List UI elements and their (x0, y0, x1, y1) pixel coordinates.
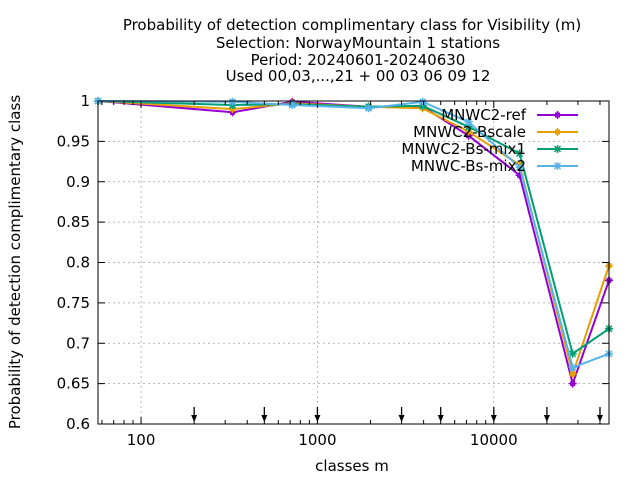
data-point (516, 149, 524, 158)
series-line (97, 100, 610, 369)
y-tick-label: 0.65 (57, 375, 90, 393)
threshold-arrow-head (596, 415, 603, 422)
title-line-2: Selection: NorwayMountain 1 stations (216, 34, 500, 52)
title-line-4: Used 00,03,...,21 + 00 03 06 09 12 (226, 67, 491, 85)
data-point (419, 98, 427, 106)
data-point (288, 101, 296, 109)
y-tick-label: 0.7 (66, 334, 90, 352)
grid (98, 101, 609, 424)
legend: MNWC2-refMNWC2-BscaleMNWC2-Bs-mix1MNWC-B… (401, 106, 578, 175)
data-point (466, 129, 472, 135)
threshold-arrow-head (543, 415, 550, 422)
legend-marker (555, 129, 560, 135)
threshold-arrows (191, 407, 603, 422)
axis-ticks: 0.6 0.65 0.7 0.75 0.8 0.85 0.9 0.95 1 100 1000 1000… (57, 92, 609, 449)
series-layer (94, 97, 613, 388)
data-point (570, 381, 576, 387)
x-tick-label: 10000 (470, 431, 518, 449)
chart-title: Probability of detection complimentary c… (123, 16, 581, 85)
legend-marker (553, 145, 562, 153)
data-point (228, 98, 237, 106)
y-tick-label: 0.75 (57, 294, 90, 312)
legend-label: MNWC2-Bscale (413, 123, 526, 141)
x-axis-label: classes m (315, 457, 389, 475)
data-point (517, 172, 523, 178)
y-axis-label: Probability of detection complimentary c… (6, 95, 24, 429)
series-line (97, 100, 610, 378)
series-line (97, 100, 610, 388)
data-point (570, 371, 576, 377)
y-tick-label: 1 (80, 92, 90, 110)
x-tick-label: 100 (127, 431, 156, 449)
data-point (465, 118, 473, 126)
y-tick-label: 0.95 (57, 132, 90, 150)
data-point (569, 363, 577, 372)
threshold-arrow-head (261, 415, 268, 422)
legend-marker (553, 162, 562, 170)
y-tick-label: 0.8 (66, 254, 90, 272)
x-tick-label: 1000 (298, 431, 336, 449)
data-point (365, 104, 373, 112)
threshold-arrow-head (437, 415, 444, 422)
y-tick-label: 0.85 (57, 213, 90, 231)
data-point (516, 163, 524, 171)
legend-label: MNWC2-Bs-mix1 (401, 140, 526, 158)
threshold-arrow-head (398, 415, 405, 422)
data-point (466, 133, 472, 139)
title-line-3: Period: 20240601-20240630 (251, 51, 466, 69)
series-MNWC2-ref (94, 97, 613, 388)
y-tick-label: 0.6 (66, 415, 90, 433)
data-point (230, 106, 236, 112)
legend-label: MNWC2-ref (441, 106, 526, 124)
legend-label: MNWC-Bs-mix2 (411, 157, 526, 175)
data-point (569, 350, 577, 358)
threshold-arrow-head (191, 415, 198, 422)
y-tick-label: 0.9 (66, 173, 90, 191)
title-line-1: Probability of detection complimentary c… (123, 16, 581, 34)
legend-marker (555, 112, 560, 118)
